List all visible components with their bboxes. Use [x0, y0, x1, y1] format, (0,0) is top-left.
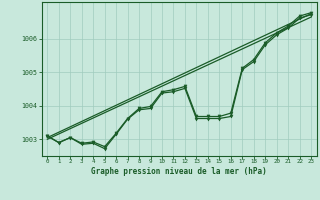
X-axis label: Graphe pression niveau de la mer (hPa): Graphe pression niveau de la mer (hPa)	[91, 167, 267, 176]
